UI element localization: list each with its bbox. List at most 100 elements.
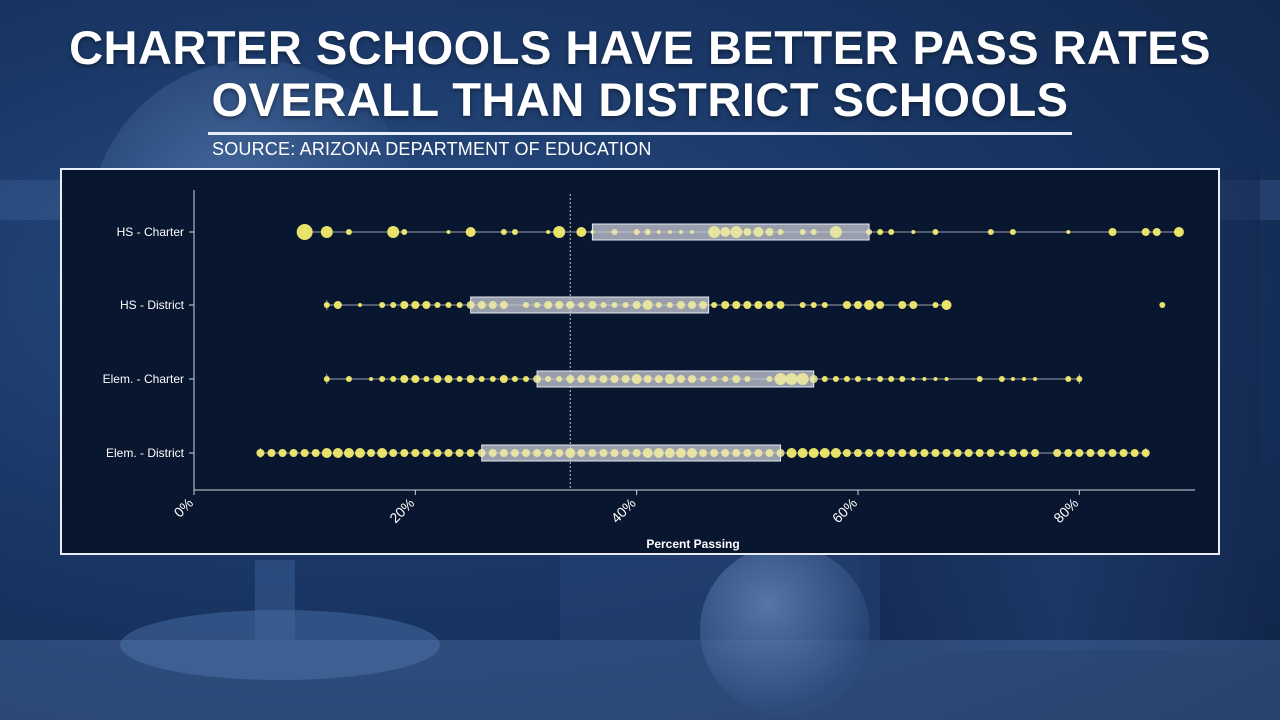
data-point <box>821 376 828 382</box>
x-axis-title: Percent Passing <box>646 537 739 551</box>
data-point <box>511 229 518 235</box>
data-point <box>830 448 841 458</box>
data-point <box>765 228 774 236</box>
data-point <box>577 449 586 457</box>
data-point <box>1066 230 1071 234</box>
data-point <box>499 301 508 309</box>
data-point <box>321 448 332 458</box>
x-tick-label: 40% <box>608 495 639 526</box>
data-point <box>1130 449 1139 457</box>
data-point <box>590 230 595 234</box>
headline-divider <box>208 132 1072 135</box>
data-point <box>854 301 862 309</box>
data-point <box>1022 377 1026 381</box>
data-point <box>732 375 741 383</box>
data-point <box>323 302 330 308</box>
data-point <box>786 448 797 458</box>
data-point <box>667 230 672 234</box>
data-point <box>465 227 476 237</box>
data-point <box>754 301 763 309</box>
data-point <box>676 375 685 383</box>
x-tick-label: 60% <box>829 495 860 526</box>
data-point <box>358 303 362 307</box>
data-point <box>920 449 929 457</box>
data-point <box>842 301 851 309</box>
data-point <box>743 449 752 457</box>
data-point <box>776 449 785 457</box>
data-point <box>345 376 352 382</box>
data-point <box>799 302 806 308</box>
data-point <box>899 376 906 382</box>
data-point <box>400 301 409 309</box>
data-point <box>400 449 409 457</box>
data-point <box>320 226 333 238</box>
data-point <box>588 301 597 309</box>
data-point <box>1075 449 1084 457</box>
data-point <box>522 449 530 457</box>
data-point <box>765 301 774 309</box>
data-point <box>888 376 895 382</box>
data-point <box>611 229 618 235</box>
data-point <box>411 449 420 457</box>
data-point <box>867 377 872 381</box>
data-point <box>296 224 313 240</box>
data-point <box>600 302 607 308</box>
data-point <box>511 376 518 382</box>
data-point <box>708 226 721 238</box>
data-point <box>390 302 397 308</box>
data-point <box>267 449 276 457</box>
data-point <box>1031 449 1040 457</box>
data-point <box>664 374 675 384</box>
data-point <box>1141 228 1150 236</box>
data-point <box>700 376 707 382</box>
data-point <box>887 449 896 457</box>
data-point <box>256 449 265 457</box>
data-point <box>699 449 708 457</box>
headline: CHARTER SCHOOLS HAVE BETTER PASS RATES O… <box>0 22 1280 126</box>
data-point <box>797 448 808 458</box>
data-point <box>998 376 1005 382</box>
data-point <box>656 230 661 234</box>
chart-panel: HS - Charter HS - District Elem. - Charter… <box>60 168 1220 555</box>
data-point <box>599 375 608 383</box>
data-point <box>953 449 962 457</box>
data-point <box>278 449 287 457</box>
data-point <box>722 376 729 382</box>
data-point <box>711 376 718 382</box>
data-point <box>433 449 442 457</box>
data-point <box>500 229 507 235</box>
data-point <box>821 302 828 308</box>
data-point <box>400 375 409 383</box>
data-point <box>343 448 354 458</box>
data-point <box>944 377 949 381</box>
data-point <box>555 301 564 309</box>
data-point <box>633 229 640 235</box>
data-point <box>533 375 542 383</box>
data-point <box>1119 449 1128 457</box>
data-point <box>1008 449 1017 457</box>
data-point <box>588 449 597 457</box>
data-point <box>866 229 873 235</box>
data-point <box>877 229 884 235</box>
data-point <box>411 301 420 309</box>
data-point <box>1097 449 1106 457</box>
data-point <box>1033 377 1038 381</box>
data-point <box>911 230 916 234</box>
data-point <box>610 375 619 383</box>
data-point <box>387 226 400 238</box>
data-point <box>720 227 731 237</box>
data-point <box>744 376 751 382</box>
data-point <box>941 300 952 310</box>
data-point <box>865 449 874 457</box>
series-group <box>296 223 1184 241</box>
data-point <box>687 448 697 458</box>
data-point <box>377 448 388 458</box>
data-point <box>389 449 398 457</box>
data-point <box>555 449 564 457</box>
series-group <box>256 444 1150 462</box>
data-point <box>577 375 586 383</box>
data-point <box>810 302 817 308</box>
data-point <box>289 449 298 457</box>
data-point <box>699 301 708 309</box>
data-point <box>743 228 752 236</box>
